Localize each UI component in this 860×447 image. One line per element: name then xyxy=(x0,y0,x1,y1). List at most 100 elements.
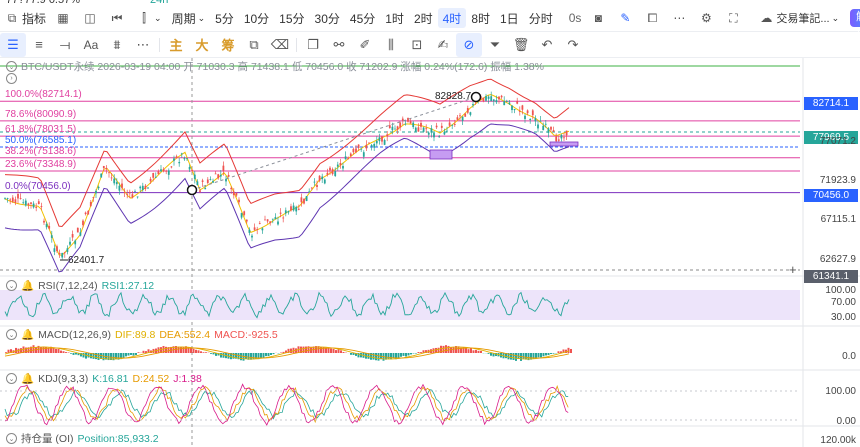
timeframe-tab[interactable]: 8时 xyxy=(471,11,490,26)
chart-area[interactable]: + ⌄ BTC/USDT永续 2026-03-19 04:00 开 71030.… xyxy=(0,58,860,447)
macd-histogram-bar xyxy=(182,347,185,353)
macd-histogram-bar xyxy=(295,348,297,353)
magnet-icon[interactable]: ⊘ xyxy=(456,32,482,57)
copy-icon[interactable]: ❐ xyxy=(307,36,319,52)
candle-body xyxy=(186,158,188,160)
macd-histogram-bar xyxy=(167,347,170,353)
candle-body xyxy=(461,116,464,121)
candle-body xyxy=(165,170,168,172)
big-tool-button[interactable]: 大 xyxy=(195,38,209,53)
macd-histogram-bar xyxy=(397,353,400,358)
collapse-icon[interactable]: ⌄ xyxy=(6,373,17,384)
filter-icon[interactable]: ⏷ xyxy=(489,36,501,52)
candle-body xyxy=(149,178,152,182)
chips-tool-button[interactable]: 筹 xyxy=(221,38,235,53)
camera-button[interactable]: ◙ xyxy=(586,5,613,32)
candle-body xyxy=(232,191,235,196)
macd-histogram-bar xyxy=(390,353,392,360)
macd-histogram-bar xyxy=(80,353,82,357)
macd-histogram-bar xyxy=(115,353,117,360)
fullscreen-button[interactable]: ⛶ xyxy=(721,5,748,32)
timeframe-tab[interactable]: 30分 xyxy=(314,11,340,26)
layout-button[interactable]: ◫ xyxy=(78,5,105,32)
ruler-icon[interactable]: ⩩ xyxy=(113,36,121,52)
legend-toggle[interactable]: › xyxy=(6,73,17,84)
macd-histogram-bar xyxy=(190,347,192,353)
collapse-icon[interactable]: ⌄ xyxy=(6,433,17,444)
macd-histogram-bar xyxy=(417,352,420,353)
timeframe-tab[interactable]: 1时 xyxy=(385,11,404,26)
more-button[interactable]: ⋯ xyxy=(667,5,694,32)
candle-body xyxy=(305,196,308,202)
candle-body xyxy=(201,180,204,182)
trade-notes-button[interactable]: ☁ 交易筆記... ⌄ xyxy=(760,11,840,25)
zero-s-button[interactable]: 0s xyxy=(568,11,582,25)
ai-interpret-button[interactable]: AI解读 xyxy=(850,0,860,39)
chart-type-button[interactable]: ⫿ ⌄ xyxy=(132,5,167,32)
more-tools-icon[interactable]: ⋯ xyxy=(136,36,150,52)
fib-level-label: 78.6%(80090.9) xyxy=(5,108,77,120)
candle-body xyxy=(219,174,222,177)
macd-histogram-bar xyxy=(92,353,95,359)
macd-histogram-bar xyxy=(197,350,200,353)
candle-body xyxy=(329,167,331,171)
collapse-icon[interactable]: ⌄ xyxy=(6,280,17,291)
candle-body xyxy=(383,140,386,145)
pencil-icon: ✎ xyxy=(620,11,631,25)
lock-icon[interactable]: ⊡ xyxy=(411,36,423,52)
pencil-button[interactable]: ✎ xyxy=(613,5,640,32)
menu-toggle-icon[interactable]: ☰ xyxy=(0,32,26,57)
timeframe-tab[interactable]: 分时 xyxy=(528,11,553,26)
text-tool-icon[interactable]: Aa xyxy=(83,37,99,52)
list-icon[interactable]: ≡ xyxy=(35,37,43,52)
candle-body xyxy=(271,218,274,220)
candle-body xyxy=(136,196,139,198)
main-tool-button[interactable]: 主 xyxy=(169,38,183,53)
calendar-button[interactable]: ▦ xyxy=(51,5,78,32)
candle-body xyxy=(331,169,334,175)
bollinger-upper xyxy=(4,78,570,227)
collapse-icon[interactable]: ⌄ xyxy=(6,61,17,72)
calendar-icon: ▦ xyxy=(57,11,69,25)
replay-button[interactable]: ⏮ xyxy=(105,5,132,32)
settings-button[interactable]: ⚙ xyxy=(694,5,721,32)
chart-canvas[interactable]: + xyxy=(0,58,860,447)
indicators-button[interactable]: ⧉ 指标 xyxy=(0,5,51,32)
note-icon[interactable]: ✍ xyxy=(437,36,449,52)
macd-histogram-bar xyxy=(82,353,85,358)
candle-body xyxy=(4,197,6,199)
undo-icon[interactable]: ↶ xyxy=(541,36,553,52)
candle-body xyxy=(162,168,165,172)
macd-histogram-bar xyxy=(377,353,380,361)
timeframe-tab[interactable]: 1日 xyxy=(500,11,519,26)
macd-histogram-bar xyxy=(350,353,352,355)
macd-histogram-bar xyxy=(322,347,325,353)
timeframe-tab[interactable]: 4时 xyxy=(437,8,467,28)
candle-body xyxy=(560,134,563,139)
eraser-icon[interactable]: ⌫ xyxy=(270,36,290,52)
timeframe-tab[interactable]: 45分 xyxy=(349,11,376,26)
candle-body xyxy=(180,153,183,155)
candle-body xyxy=(323,179,326,184)
price-axis-label: 67115.1 xyxy=(820,214,856,225)
candle-body xyxy=(97,186,100,189)
timeframe-tab[interactable]: 5分 xyxy=(215,11,234,26)
price-tag: 77969.5 xyxy=(804,131,858,144)
timeframe-tab[interactable]: 10分 xyxy=(243,11,270,26)
bars-icon[interactable]: ⫼ xyxy=(388,36,394,52)
redo-icon[interactable]: ↷ xyxy=(567,36,579,52)
timeframe-tab[interactable]: 15分 xyxy=(279,11,305,26)
brush-icon[interactable]: ✐ xyxy=(359,36,371,52)
horizontal-line-icon[interactable]: ⟞ xyxy=(59,36,71,52)
expand-icon[interactable]: › xyxy=(6,73,17,84)
macd-histogram-bar xyxy=(515,353,517,361)
trash-icon[interactable]: 🗑 xyxy=(512,36,530,52)
highlight-box xyxy=(429,149,453,160)
collapse-icon[interactable]: ⌄ xyxy=(6,329,17,340)
capture-icon[interactable]: ⧉ xyxy=(249,36,259,52)
popout-button[interactable]: ⧠ xyxy=(640,5,667,32)
timeframe-tab[interactable]: 2时 xyxy=(413,11,433,26)
link-icon[interactable]: ⚯ xyxy=(333,36,345,52)
macd-legend: ⌄ 🔔 MACD(12,26,9) DIF:89.8 DEA:552.4 MAC… xyxy=(6,328,278,341)
period-dropdown[interactable]: 周期 ⌄ xyxy=(171,11,206,26)
